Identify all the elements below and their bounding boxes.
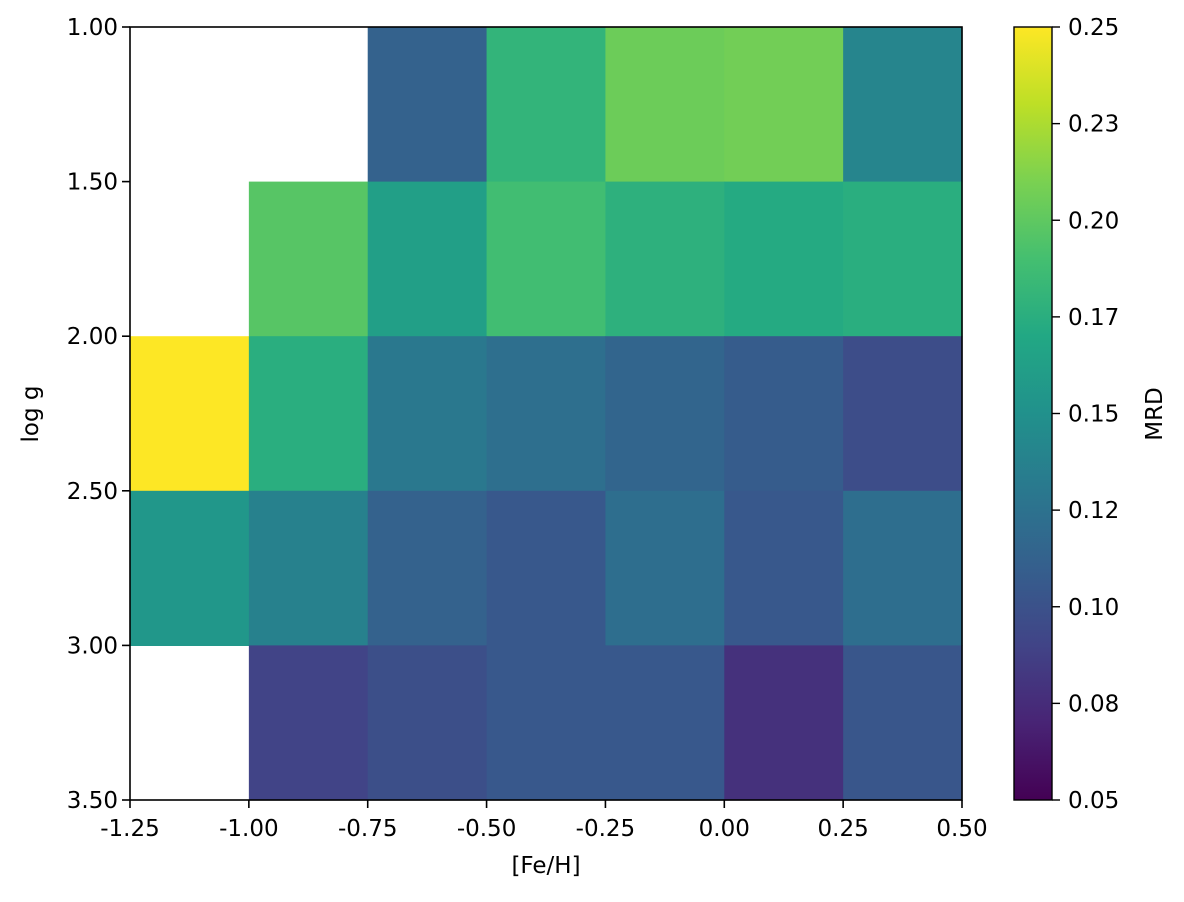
- heatmap-cell: [130, 490, 250, 646]
- heatmap-cell: [248, 336, 369, 492]
- axes: -1.25 -1.00 -0.75 -0.50 -0.25 0.00 0.25 0.50 1.0…: [67, 15, 988, 842]
- heatmap-cell: [248, 490, 369, 646]
- heatmap-cell: [605, 645, 725, 801]
- x-tick-label: 0.00: [699, 816, 750, 842]
- plot-frame: [129, 26, 963, 801]
- heatmap-cell: [724, 490, 844, 646]
- heatmap-cells: [130, 27, 963, 801]
- y-tick-label: 3.50: [67, 788, 118, 814]
- y-tick-label: 1.00: [67, 15, 118, 41]
- heatmap-cell: [605, 181, 725, 337]
- colorbar-tick-label: 0.15: [1068, 402, 1119, 428]
- heatmap-cell: [248, 645, 369, 801]
- heatmap-cell: [843, 336, 963, 492]
- heatmap-cell: [367, 645, 488, 801]
- colorbar-tick-label: 0.20: [1068, 208, 1119, 234]
- x-tick-label: -0.25: [576, 816, 636, 842]
- heatmap-cell: [724, 181, 844, 337]
- colorbar-label: MRD: [1142, 387, 1168, 441]
- y-axis-label: log g: [18, 386, 44, 443]
- y-tick-label: 1.50: [67, 170, 118, 196]
- y-tick-label: 2.50: [67, 479, 118, 505]
- heatmap-cell: [248, 181, 369, 337]
- colorbar-tick-label: 0.17: [1068, 305, 1119, 331]
- heatmap-cell: [724, 645, 844, 801]
- heatmap-cell: [367, 336, 488, 492]
- colorbar-tick-label: 0.12: [1068, 498, 1119, 524]
- x-tick-label: 0.50: [936, 816, 987, 842]
- heatmap-cell: [367, 27, 488, 183]
- heatmap-cell: [605, 490, 725, 646]
- heatmap-cell: [605, 27, 725, 183]
- colorbar-gradient: [1013, 26, 1053, 801]
- heatmap-cell: [367, 490, 488, 646]
- x-tick-label: -0.75: [338, 816, 398, 842]
- heatmap-cell: [130, 336, 250, 492]
- heatmap-cell: [843, 490, 963, 646]
- colorbar-tick-label: 0.08: [1068, 691, 1119, 717]
- heatmap-cell: [605, 336, 725, 492]
- y-tick-label: 2.00: [67, 324, 118, 350]
- heatmap-cell: [486, 27, 607, 183]
- heatmap-cell: [843, 181, 963, 337]
- x-tick-label: -0.50: [457, 816, 517, 842]
- colorbar-tick-label: 0.05: [1068, 788, 1119, 814]
- heatmap-cell: [486, 490, 607, 646]
- heatmap-cell: [367, 181, 488, 337]
- colorbar-tick-label: 0.10: [1068, 595, 1119, 621]
- x-tick-label: -1.00: [219, 816, 279, 842]
- heatmap-cell: [724, 27, 844, 183]
- x-axis-label: [Fe/H]: [511, 853, 580, 879]
- heatmap-cell: [486, 336, 607, 492]
- heatmap-cell: [843, 645, 963, 801]
- heatmap-cell: [486, 645, 607, 801]
- colorbar-tick-label: 0.25: [1068, 15, 1119, 41]
- x-tick-label: 0.25: [818, 816, 869, 842]
- y-tick-label: 3.00: [67, 633, 118, 659]
- heatmap-cell: [843, 27, 963, 183]
- colorbar-tick-label: 0.23: [1068, 112, 1119, 138]
- heatmap-cell: [724, 336, 844, 492]
- heatmap-cell: [486, 181, 607, 337]
- x-tick-label: -1.25: [100, 816, 160, 842]
- colorbar: 0.05 0.08 0.10 0.12 0.15 0.17 0.20 0.23 0.25: [1013, 15, 1119, 814]
